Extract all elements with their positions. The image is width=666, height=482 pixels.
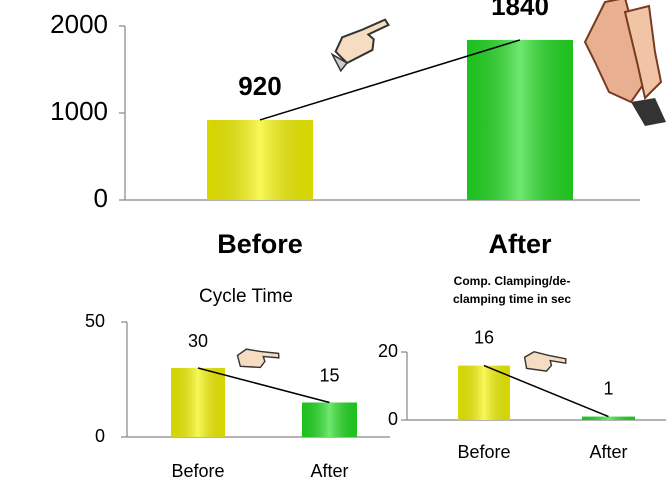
pointing-hand-icon	[235, 343, 280, 375]
x-tick-label: After	[589, 442, 627, 462]
value-label: 1840	[491, 0, 549, 21]
y-tick-label: 1000	[50, 96, 108, 126]
x-tick-label: Before	[457, 442, 510, 462]
chart-title: Cycle Time	[199, 286, 293, 307]
chart-title: Comp. Clamping/de-	[454, 274, 571, 288]
y-tick-label: 2000	[50, 9, 108, 39]
x-tick-label: After	[488, 229, 551, 259]
x-tick-label: Before	[171, 461, 224, 481]
x-tick-label: After	[310, 461, 348, 481]
bar-shading	[582, 417, 635, 420]
bar-chart: Comp. Clamping/de-clamping time in sec 0 2…	[378, 274, 666, 462]
chart-title: clamping time in sec	[453, 292, 571, 306]
value-label: 1	[603, 378, 613, 398]
value-label: 30	[188, 331, 208, 351]
y-tick-label: 0	[95, 426, 105, 446]
dashboard: 0 1000 2000 920 Before 1840 After Cycle Time 0 50…	[0, 0, 666, 482]
y-tick-label: 0	[94, 183, 108, 213]
y-tick-label: 50	[85, 311, 105, 331]
y-tick-label: 20	[378, 341, 398, 361]
bar-shading	[171, 368, 225, 437]
page: {"chart_data": [ {"type": "bar", "catego…	[0, 0, 666, 482]
y-tick-label: 0	[388, 409, 398, 429]
value-label: 15	[319, 365, 339, 385]
bar-shading	[467, 40, 573, 200]
x-tick-label: Before	[217, 229, 303, 259]
bar-shading	[207, 120, 313, 200]
bar-shading	[302, 403, 357, 438]
bar-chart: Cycle Time 0 50 30 Before 15 After	[85, 286, 390, 481]
value-label: 920	[238, 71, 281, 101]
value-label: 16	[474, 327, 494, 347]
clapping-hands-icon	[585, 0, 666, 126]
pointing-hand-icon	[327, 19, 397, 72]
pointing-hand-icon	[521, 345, 567, 380]
